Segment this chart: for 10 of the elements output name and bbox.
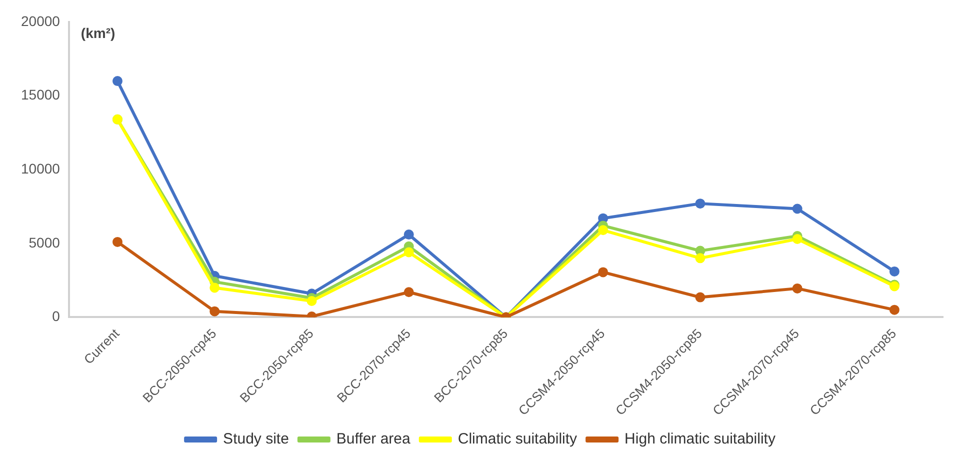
legend-label: Buffer area xyxy=(336,430,412,448)
legend-label: High climatic suitability xyxy=(624,430,776,448)
legend-label: Climatic suitability xyxy=(458,430,578,448)
y-tick-label: 5000 xyxy=(28,234,60,250)
y-tick-label: 15000 xyxy=(20,86,60,103)
y-tick-label: 10000 xyxy=(20,160,60,176)
y-axis-title: (km²) xyxy=(80,24,116,41)
legend-label: Study site xyxy=(223,430,289,448)
y-tick-label: 0 xyxy=(52,308,60,324)
y-tick-label: 20000 xyxy=(20,12,60,29)
